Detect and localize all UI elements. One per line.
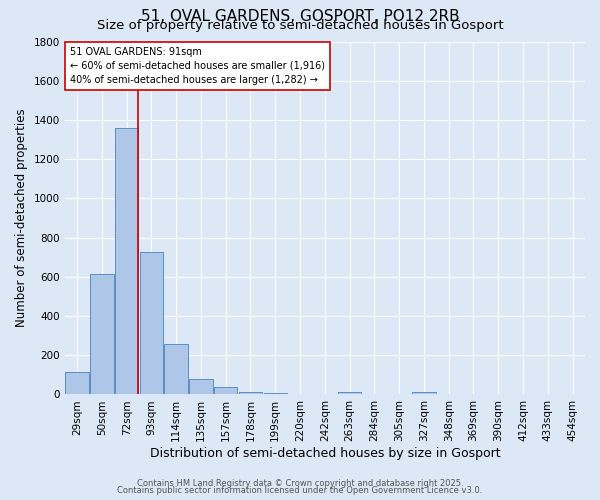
Text: Contains HM Land Registry data © Crown copyright and database right 2025.: Contains HM Land Registry data © Crown c… [137, 478, 463, 488]
Text: Size of property relative to semi-detached houses in Gosport: Size of property relative to semi-detach… [97, 18, 503, 32]
Bar [90, 274, 113, 394]
Bar [115, 128, 139, 394]
Bar [412, 392, 436, 394]
Bar [338, 392, 361, 394]
Bar [65, 372, 89, 394]
Text: 51, OVAL GARDENS, GOSPORT, PO12 2RB: 51, OVAL GARDENS, GOSPORT, PO12 2RB [140, 9, 460, 24]
Bar [214, 387, 238, 394]
Bar [140, 252, 163, 394]
Text: Contains public sector information licensed under the Open Government Licence v3: Contains public sector information licen… [118, 486, 482, 495]
Bar [164, 344, 188, 395]
Bar [189, 379, 213, 394]
Y-axis label: Number of semi-detached properties: Number of semi-detached properties [15, 108, 28, 328]
Bar [239, 392, 262, 394]
X-axis label: Distribution of semi-detached houses by size in Gosport: Distribution of semi-detached houses by … [149, 447, 500, 460]
Text: 51 OVAL GARDENS: 91sqm
← 60% of semi-detached houses are smaller (1,916)
40% of : 51 OVAL GARDENS: 91sqm ← 60% of semi-det… [70, 47, 325, 85]
